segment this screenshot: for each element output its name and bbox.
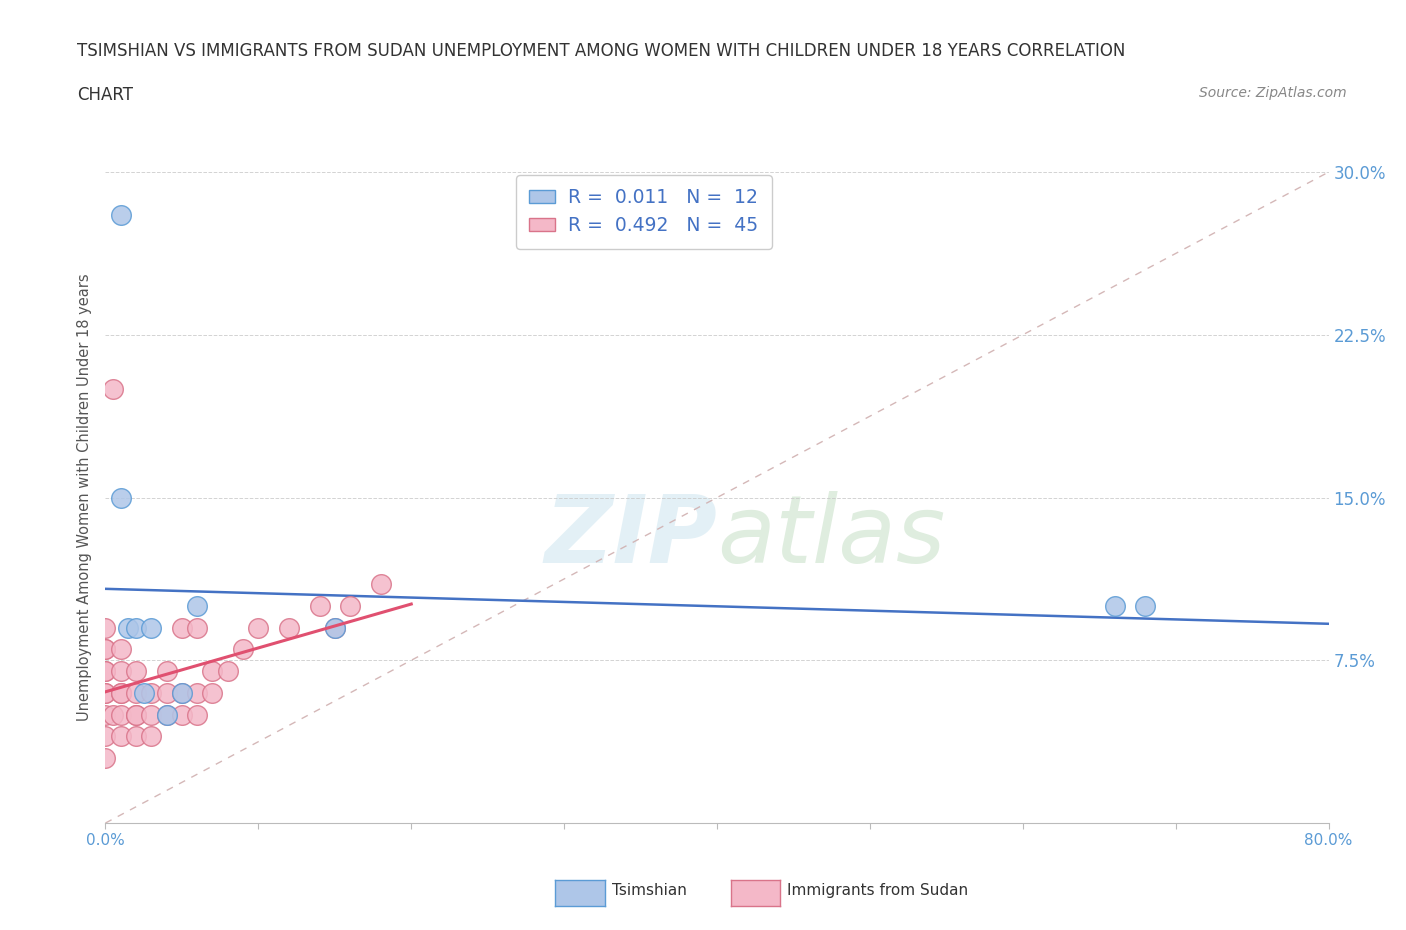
Point (247, 620, 270, 635)
Point (125, 664, 148, 679)
Point (1133, 599, 1156, 614)
Point (125, 707, 148, 722)
Text: ZIP: ZIP (544, 491, 717, 582)
Point (156, 685, 179, 700)
Point (170, 685, 193, 700)
Point (125, 685, 148, 700)
Point (94, 685, 117, 700)
Point (156, 707, 179, 722)
Point (201, 685, 224, 700)
Point (170, 620, 193, 635)
Point (278, 620, 301, 635)
Point (1104, 599, 1126, 614)
Point (339, 599, 361, 614)
Point (101, 707, 124, 722)
Point (125, 707, 148, 722)
Text: TSIMSHIAN VS IMMIGRANTS FROM SUDAN UNEMPLOYMENT AMONG WOMEN WITH CHILDREN UNDER : TSIMSHIAN VS IMMIGRANTS FROM SUDAN UNEMP… (77, 42, 1126, 60)
Point (125, 729, 148, 744)
Point (186, 620, 208, 635)
Point (125, 620, 148, 635)
Point (110, 642, 132, 657)
Point (94, 729, 117, 744)
Text: Immigrants from Sudan: Immigrants from Sudan (787, 884, 969, 898)
Point (110, 664, 132, 679)
Point (117, 620, 139, 635)
Point (141, 729, 163, 744)
Point (141, 620, 163, 635)
Point (94, 642, 117, 657)
Text: Tsimshian: Tsimshian (612, 884, 686, 898)
Point (186, 599, 208, 614)
Point (110, 729, 132, 744)
Point (94, 685, 117, 700)
Point (132, 685, 155, 700)
Point (308, 599, 330, 614)
Text: atlas: atlas (717, 491, 945, 582)
Point (201, 664, 224, 679)
Point (94, 620, 117, 635)
Point (170, 685, 193, 700)
Point (217, 664, 239, 679)
Point (323, 620, 346, 635)
Point (170, 707, 193, 722)
Point (94, 707, 117, 722)
Y-axis label: Unemployment Among Women with Children Under 18 years: Unemployment Among Women with Children U… (77, 273, 93, 722)
Point (110, 208, 132, 223)
Text: Source: ZipAtlas.com: Source: ZipAtlas.com (1199, 86, 1347, 100)
Point (94, 664, 117, 679)
Point (101, 381, 124, 396)
Point (110, 707, 132, 722)
Point (141, 685, 163, 700)
Point (232, 642, 254, 657)
Point (186, 707, 208, 722)
Point (94, 751, 117, 765)
Point (94, 664, 117, 679)
Point (186, 685, 208, 700)
Point (323, 620, 346, 635)
Point (110, 685, 132, 700)
Point (370, 577, 392, 591)
Point (141, 707, 163, 722)
Text: CHART: CHART (77, 86, 134, 103)
Legend: R =  0.011   N =  12, R =  0.492   N =  45: R = 0.011 N = 12, R = 0.492 N = 45 (516, 175, 772, 248)
Point (110, 490, 132, 505)
Point (156, 664, 179, 679)
Point (156, 707, 179, 722)
Point (110, 685, 132, 700)
Point (94, 642, 117, 657)
